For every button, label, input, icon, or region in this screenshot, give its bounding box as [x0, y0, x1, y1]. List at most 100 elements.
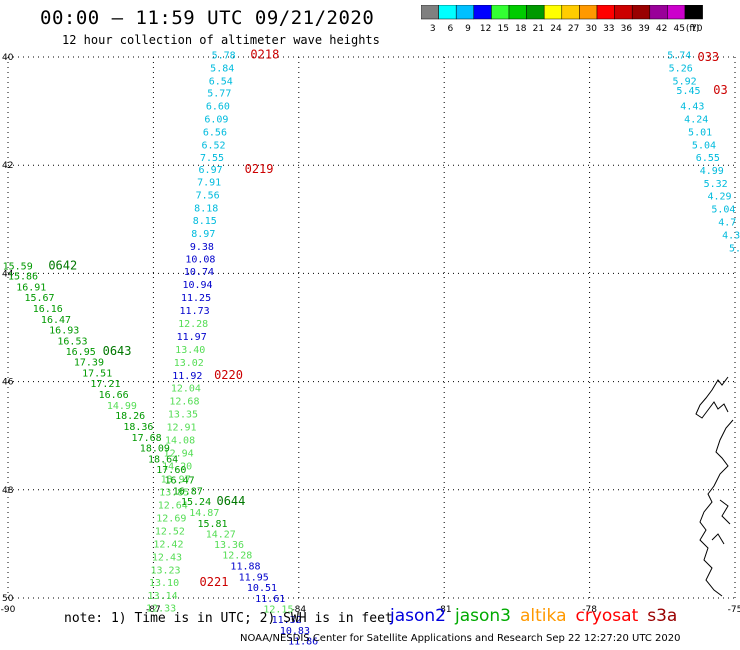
- swh-value: 11.32: [272, 615, 302, 626]
- pass-time-label: 033: [697, 50, 719, 64]
- color-legend: 3 6 9 12 15 18 21 24 27 30 33 36 39 42 45 70(ft): [421, 5, 703, 34]
- swh-value: 18.64: [148, 454, 178, 465]
- units-note: note: 1) Time is in UTC; 2) SWH is in fe…: [64, 611, 393, 626]
- swh-value: 14.99: [107, 401, 137, 412]
- pass-time-label: 0218: [250, 47, 279, 61]
- swh-value: 16.47: [165, 476, 195, 487]
- swh-value: 13.40: [175, 345, 205, 356]
- swh-value: 12.15: [263, 604, 293, 615]
- pass-time-label: 0642: [48, 258, 77, 272]
- lat-tick-label: 50: [2, 594, 14, 604]
- swh-value: 11.73: [180, 306, 210, 317]
- swh-value: 15.24: [181, 497, 211, 508]
- swh-value: 11.92: [172, 371, 202, 382]
- swh-value: 5.26: [669, 63, 693, 74]
- swh-value: 15.67: [24, 293, 54, 304]
- swh-value: 12.68: [169, 397, 199, 408]
- swh-value: 10.08: [185, 254, 215, 265]
- swh-value: 5.77: [207, 89, 231, 100]
- swh-value: 4.99: [700, 166, 724, 177]
- legend-label: 3: [430, 24, 436, 34]
- legend-label: 70: [691, 24, 703, 34]
- swh-value: 16.95: [66, 347, 96, 358]
- swh-value: 5.45: [676, 86, 700, 97]
- swh-value: 8.15: [193, 216, 217, 227]
- swh-value: 5.04: [711, 204, 735, 215]
- swh-value: 16.87: [173, 486, 203, 497]
- swh-value: 11.61: [255, 594, 285, 605]
- swh-value: 18.26: [115, 411, 145, 422]
- swh-value: 13.10: [149, 578, 179, 589]
- swh-value: 11.88: [230, 562, 260, 573]
- swh-value: 18.09: [140, 444, 170, 455]
- pass-time-label: 0220: [214, 368, 243, 382]
- swh-value: 12.43: [152, 552, 182, 563]
- satellite-legend: jason2 jason3 altika cryosat s3a: [390, 606, 686, 626]
- swh-value: 13.35: [168, 410, 198, 421]
- swh-value: 7.55: [200, 153, 224, 164]
- swh-value: 5.92: [673, 76, 697, 87]
- swh-value: 14.87: [189, 508, 219, 519]
- swh-value: 8.18: [194, 203, 218, 214]
- swh-value: 11.25: [181, 293, 211, 304]
- swh-value: 4.29: [707, 191, 731, 202]
- swh-value: 4.24: [684, 115, 708, 126]
- legend-label: 27: [568, 24, 579, 34]
- swh-value: 5.84: [210, 63, 234, 74]
- legend-label: 24: [550, 24, 562, 34]
- swh-value: 14.27: [206, 530, 236, 541]
- swh-value: 5.04: [692, 141, 716, 152]
- lon-tick-label: -90: [1, 605, 16, 615]
- legend-unit: (ft): [686, 24, 700, 34]
- swh-value: 16.91: [16, 282, 46, 293]
- swh-value: 9.38: [190, 242, 214, 253]
- swh-value: 13.14: [148, 591, 178, 602]
- swh-value: 16.66: [99, 390, 129, 401]
- legend-label: 30: [585, 24, 597, 34]
- swh-value: 15.81: [197, 519, 227, 530]
- lat-tick-label: 48: [2, 486, 14, 496]
- swh-value: 17.39: [74, 358, 104, 369]
- swh-value: 6.55: [696, 153, 720, 164]
- swh-value: 12.33: [146, 604, 176, 615]
- swh-value: 16.93: [49, 326, 79, 337]
- swh-value: 13.97: [161, 474, 191, 485]
- legend-label: 39: [638, 24, 650, 34]
- swh-value: 6.97: [199, 165, 223, 176]
- swh-value: 4.43: [680, 102, 704, 113]
- pass-time-label: 0221: [200, 575, 229, 589]
- lon-tick-label: -78: [582, 605, 597, 615]
- lat-tick-label: 42: [2, 161, 13, 171]
- swh-value: 6.54: [209, 76, 233, 87]
- satellite-s3a: s3a: [647, 606, 678, 626]
- swh-value: 14.08: [165, 435, 195, 446]
- swh-value: 17.21: [90, 379, 120, 390]
- swh-value: 15.86: [8, 272, 38, 283]
- legend-label: 6: [448, 24, 454, 34]
- legend-swatch: [684, 5, 703, 20]
- page-subtitle: 12 hour collection of altimeter wave hei…: [62, 33, 380, 47]
- swh-value: 12.94: [164, 448, 194, 459]
- swh-value: 10.83: [280, 626, 310, 637]
- swh-value: 11.95: [239, 572, 269, 583]
- swh-value: 12.52: [155, 526, 185, 537]
- swh-value: 5.32: [704, 179, 728, 190]
- satellite-jason3: jason3: [455, 606, 511, 626]
- coastline: [695, 376, 734, 597]
- lon-tick-label: -84: [291, 605, 306, 615]
- swh-value: 12.69: [156, 513, 186, 524]
- pass-time-label: 0644: [216, 494, 245, 508]
- satellite-cryosat: cryosat: [575, 606, 639, 626]
- swh-value: 11.86: [288, 637, 318, 648]
- swh-value: 4.3: [722, 230, 740, 241]
- swh-value: 16.47: [41, 315, 71, 326]
- swh-value: 13.36: [214, 540, 244, 551]
- legend-label: 45: [673, 24, 684, 34]
- pass-time-label: 0219: [245, 162, 274, 176]
- swh-value: 7.91: [197, 177, 221, 188]
- swh-value: 10.74: [184, 267, 214, 278]
- swh-value: 5.: [729, 243, 740, 254]
- satellite-altika: altika: [520, 606, 567, 626]
- swh-value: 17.60: [156, 465, 186, 476]
